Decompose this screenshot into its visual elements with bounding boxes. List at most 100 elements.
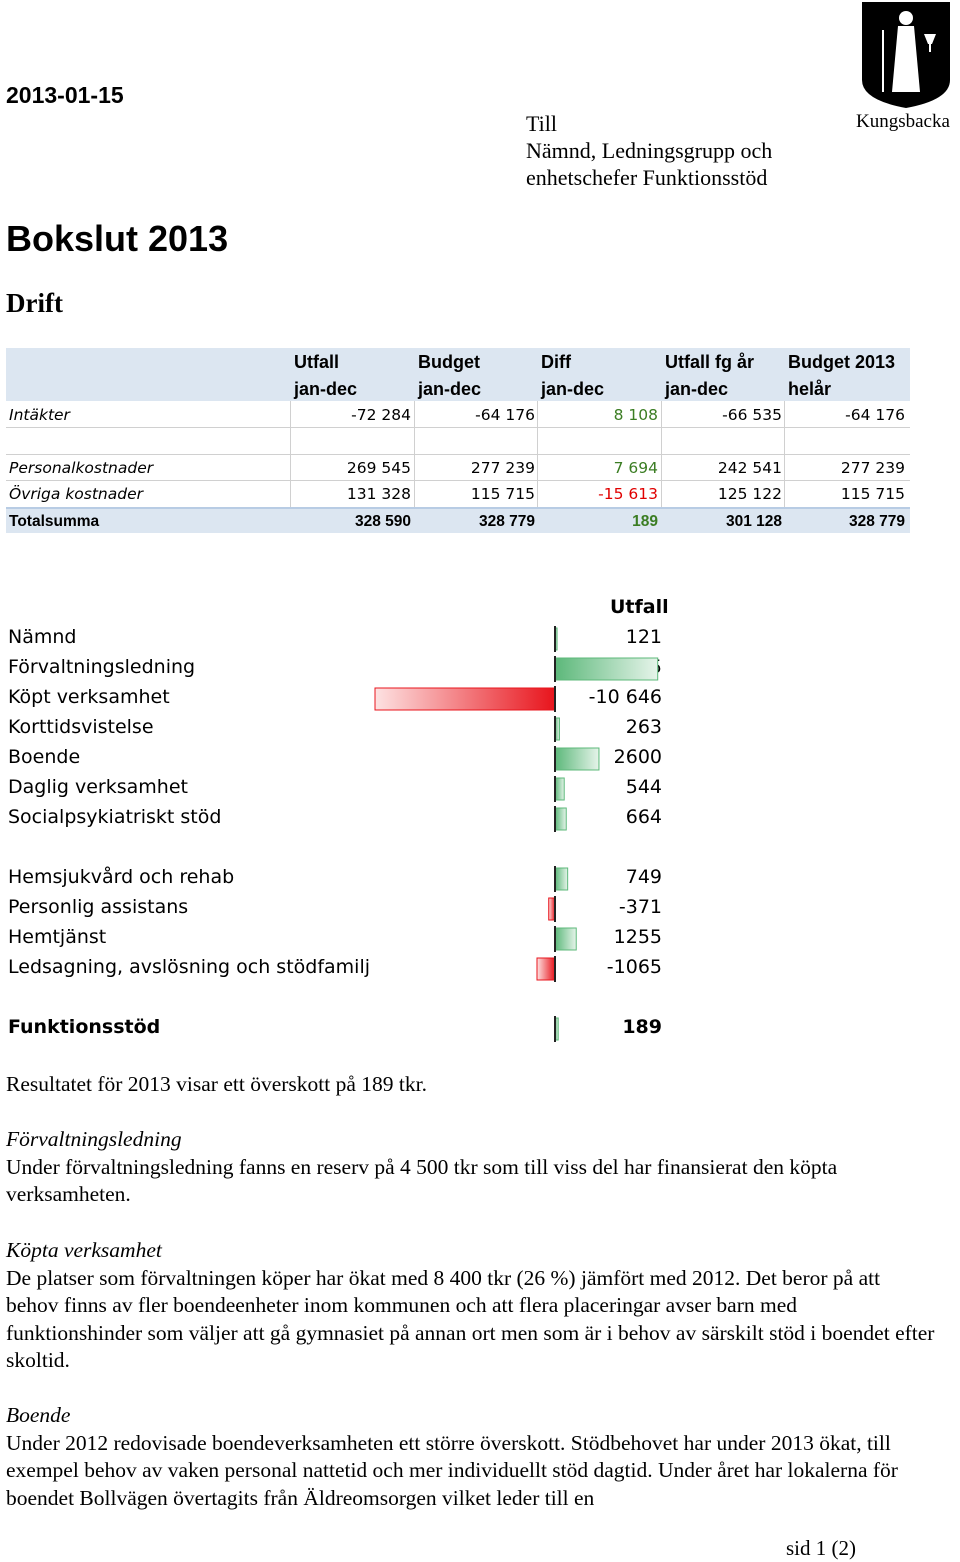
column-header: Diff jan-dec <box>541 352 605 399</box>
chart-row: Hemtjänst 1255 <box>8 924 668 954</box>
bar-axis-segment <box>554 866 556 892</box>
table-row-total: Totalsumma 328 590 328 779 189 301 128 3… <box>6 507 910 533</box>
table-cell: 8 108 <box>613 406 658 424</box>
chart-row: Korttidsvistelse 263 <box>8 714 668 744</box>
bar-category-label: Korttidsvistelse <box>8 716 154 738</box>
bar-category-label: Nämnd <box>8 626 77 648</box>
bar-axis-segment <box>554 656 556 682</box>
table-cell: 115 715 <box>470 485 535 503</box>
bar-axis-segment <box>554 746 556 772</box>
bar-axis-segment <box>554 1016 556 1042</box>
bar-category-label: Daglig verksamhet <box>8 776 188 798</box>
bar-category-label: Personlig assistans <box>8 896 189 918</box>
section-body: Under förvaltningsledning fanns en reser… <box>6 1154 838 1207</box>
column-header: Utfall fg år jan-dec <box>665 352 755 399</box>
bar-positive <box>554 867 569 891</box>
table-cell: 269 545 <box>346 459 411 477</box>
table-cell: -66 535 <box>722 406 782 424</box>
bar-value-label: 664 <box>625 806 662 828</box>
table-row: Intäkter -72 284 -64 176 8 108 -66 535 -… <box>6 402 910 428</box>
table-cell: 277 239 <box>840 459 905 477</box>
addressee-line: enhetschefer Funktionsstöd <box>526 165 768 190</box>
chart-row: Nämnd 121 <box>8 624 668 654</box>
chart-row: Ledsagning, avslösning och stödfamilj -10… <box>8 954 668 984</box>
bar-value-label: 749 <box>625 866 662 888</box>
chart-row: Personlig assistans -371 <box>8 894 668 924</box>
table-cell: -15 613 <box>598 485 658 503</box>
section-heading: Förvaltningsledning <box>6 1127 182 1151</box>
table-cell: 125 122 <box>717 485 782 503</box>
bar-value-label: -10 646 <box>588 686 662 708</box>
table-cell: 115 715 <box>840 485 905 503</box>
bar-chart-plot <box>374 626 659 1042</box>
chart-row: Köpt verksamhet -10 646 <box>8 684 668 714</box>
column-header: Budget 2013 helår <box>788 352 896 399</box>
section-title: Drift <box>6 288 63 318</box>
chart-row: Hemsjukvård och rehab 749 <box>8 864 668 894</box>
page-number: sid 1 (2) <box>786 1536 856 1560</box>
section-paragraph: Förvaltningsledning Under förvaltningsle… <box>6 1126 936 1209</box>
table-cell: 7 694 <box>613 459 658 477</box>
row-label: Totalsumma <box>9 513 100 530</box>
bar-positive <box>554 747 600 771</box>
table-cell: 277 239 <box>470 459 535 477</box>
section-heading: Boende <box>6 1403 71 1427</box>
table-cell: 328 779 <box>478 513 535 530</box>
bar-value-label: 544 <box>625 776 662 798</box>
column-header: Budget jan-dec <box>418 352 482 399</box>
table-cell: 189 <box>632 513 658 530</box>
page-title: Bokslut 2013 <box>6 218 229 259</box>
section-paragraph: Köpta verksamhet De platser som förvaltn… <box>6 1237 936 1375</box>
table-cell: -72 284 <box>351 406 411 424</box>
bar-value-label: -371 <box>618 896 662 918</box>
table-cell: 131 328 <box>346 485 411 503</box>
bar-positive <box>554 777 565 801</box>
chart-row: Funktionsstöd 189 <box>8 1014 668 1044</box>
bar-category-label: Hemtjänst <box>8 926 107 948</box>
bar-positive <box>554 807 567 831</box>
bar-category-label: Socialpsykiatriskt stöd <box>8 806 222 828</box>
table-cell: 301 128 <box>725 513 782 530</box>
bar-axis-segment <box>554 896 556 922</box>
bar-axis-segment <box>554 956 556 982</box>
chart-row: Boende 2600 <box>8 744 668 774</box>
bar-positive <box>554 927 577 951</box>
table-cell: -64 176 <box>475 406 535 424</box>
bar-axis-segment <box>554 716 556 742</box>
bar-category-label: Ledsagning, avslösning och stödfamilj <box>8 956 371 978</box>
bar-axis-segment <box>554 686 556 712</box>
table-row: Övriga kostnader 131 328 115 715 -15 613… <box>6 481 910 507</box>
bar-negative <box>374 687 556 711</box>
bar-value-label: 1255 <box>613 926 662 948</box>
bar-value-label: -1065 <box>606 956 662 978</box>
row-label: Övriga kostnader <box>9 485 143 503</box>
coat-of-arms-icon <box>862 2 950 108</box>
table-cell: 328 779 <box>848 513 905 530</box>
bar-value-label: 263 <box>625 716 662 738</box>
chart-row: Socialpsykiatriskt stöd 664 <box>8 804 668 834</box>
bar-axis-segment <box>554 626 556 652</box>
chart-title: Utfall <box>610 596 669 618</box>
addressee-line: Till <box>526 111 558 136</box>
bar-value-label: 189 <box>622 1016 662 1038</box>
bar-value-label: 2600 <box>613 746 662 768</box>
summary-paragraph: Resultatet för 2013 visar ett överskott … <box>6 1072 427 1096</box>
row-label: Intäkter <box>9 406 70 424</box>
column-header: Utfall jan-dec <box>294 352 358 399</box>
row-label: Personalkostnader <box>9 459 154 477</box>
table-cell: 328 590 <box>354 513 411 530</box>
bar-category-label: Boende <box>8 746 81 768</box>
bar-category-label: Hemsjukvård och rehab <box>8 866 235 888</box>
document-date: 2013-01-15 <box>6 82 124 108</box>
logo-name: Kungsbacka <box>856 111 950 132</box>
section-heading: Köpta verksamhet <box>6 1238 162 1262</box>
addressee-block: Till Nämnd, Ledningsgrupp och enhetschef… <box>526 110 772 191</box>
section-body: De platser som förvaltningen köper har ö… <box>6 1265 935 1373</box>
bar-axis-segment <box>554 776 556 802</box>
bar-category-label: Köpt verksamhet <box>8 686 170 708</box>
table-cell: 242 541 <box>717 459 782 477</box>
bar-category-label: Funktionsstöd <box>8 1016 161 1038</box>
section-paragraph: Boende Under 2012 redovisade boendeverks… <box>6 1402 936 1512</box>
table-row: Personalkostnader 269 545 277 239 7 694 … <box>6 455 910 481</box>
addressee-line: Nämnd, Ledningsgrupp och <box>526 138 773 163</box>
